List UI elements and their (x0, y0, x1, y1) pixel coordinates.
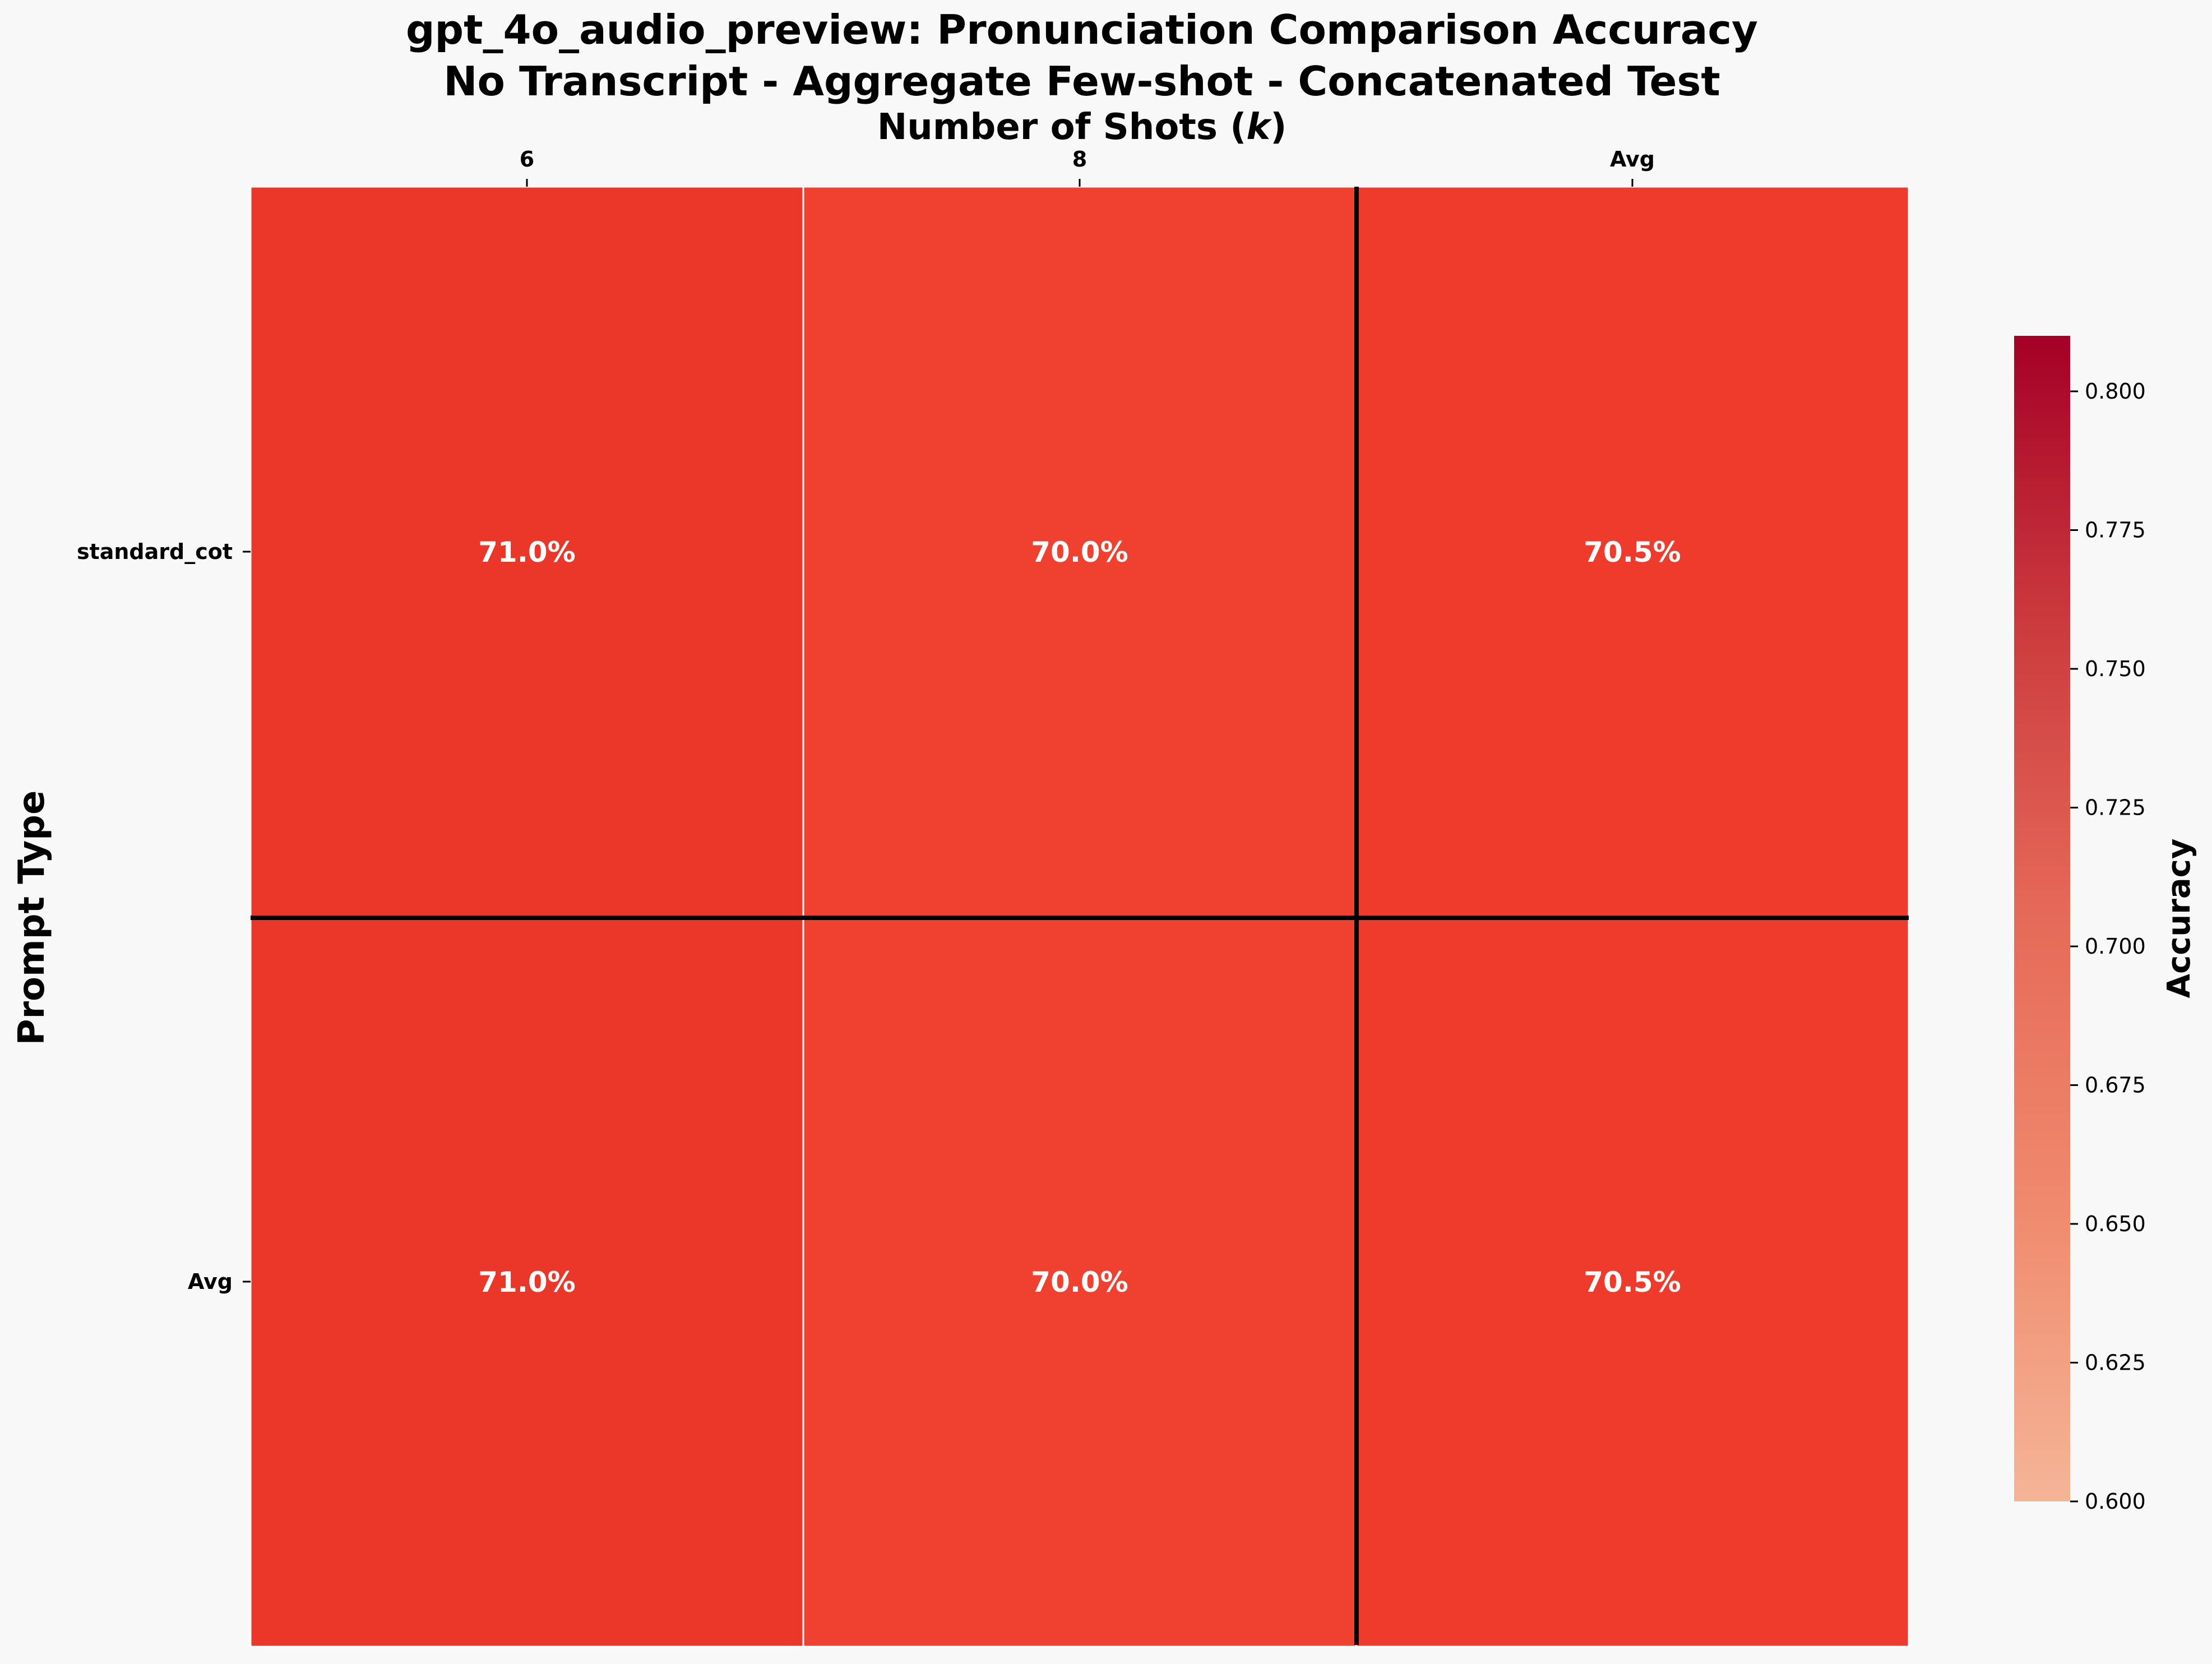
x-tick-label: 8 (1072, 147, 1087, 172)
y-tick-label: Avg (188, 1269, 233, 1294)
heatmap-cell (249, 186, 804, 918)
y-axis-ticks: standard_cot Avg (77, 539, 251, 1294)
cell-value-label: 71.0% (478, 1266, 575, 1298)
colorbar-tick-label: 0.625 (2085, 1351, 2146, 1375)
heatmap-cell-labels: 71.0% 70.0% 70.5% 71.0% 70.0% 70.5% (478, 536, 1681, 1298)
cell-value-label: 70.5% (1584, 536, 1681, 568)
colorbar-tick-label: 0.725 (2085, 796, 2146, 820)
colorbar-tick-label: 0.675 (2085, 1073, 2146, 1098)
colorbar-tick-label: 0.700 (2085, 934, 2146, 959)
chart-title-line-2: No Transcript - Aggregate Few-shot - Con… (443, 58, 1720, 105)
x-tick-label: 6 (520, 147, 534, 172)
cell-value-label: 70.0% (1031, 536, 1128, 568)
heatmap-cell (802, 186, 1357, 918)
cell-value-label: 70.0% (1031, 1266, 1128, 1298)
colorbar-label: Accuracy (2161, 839, 2197, 999)
heatmap-cell (249, 916, 804, 1648)
x-axis-label: Number of Shots (k) (877, 107, 1287, 148)
heatmap-cell (1355, 916, 1910, 1648)
y-axis-label: Prompt Type (11, 791, 53, 1046)
x-tick-label: Avg (1610, 147, 1655, 172)
heatmap-cell (802, 916, 1357, 1648)
colorbar-tick-label: 0.750 (2085, 657, 2146, 681)
y-tick-label: standard_cot (77, 539, 233, 564)
colorbar-tick-label: 0.600 (2085, 1489, 2146, 1514)
colorbar-tick-label: 0.650 (2085, 1212, 2146, 1236)
cell-value-label: 70.5% (1584, 1266, 1681, 1298)
colorbar-ticks: 0.600 0.625 0.650 0.675 0.700 0.725 0.750 0.775… (2070, 379, 2146, 1514)
x-axis-ticks: 6 8 Avg (520, 147, 1655, 187)
colorbar-tick-label: 0.775 (2085, 518, 2146, 543)
chart-title-line-1: gpt_4o_audio_preview: Pronunciation Comp… (406, 6, 1758, 53)
heatmap-cells (249, 186, 1910, 1648)
colorbar (2014, 336, 2070, 1501)
colorbar-tick-label: 0.800 (2085, 379, 2146, 404)
cell-value-label: 71.0% (478, 536, 575, 568)
